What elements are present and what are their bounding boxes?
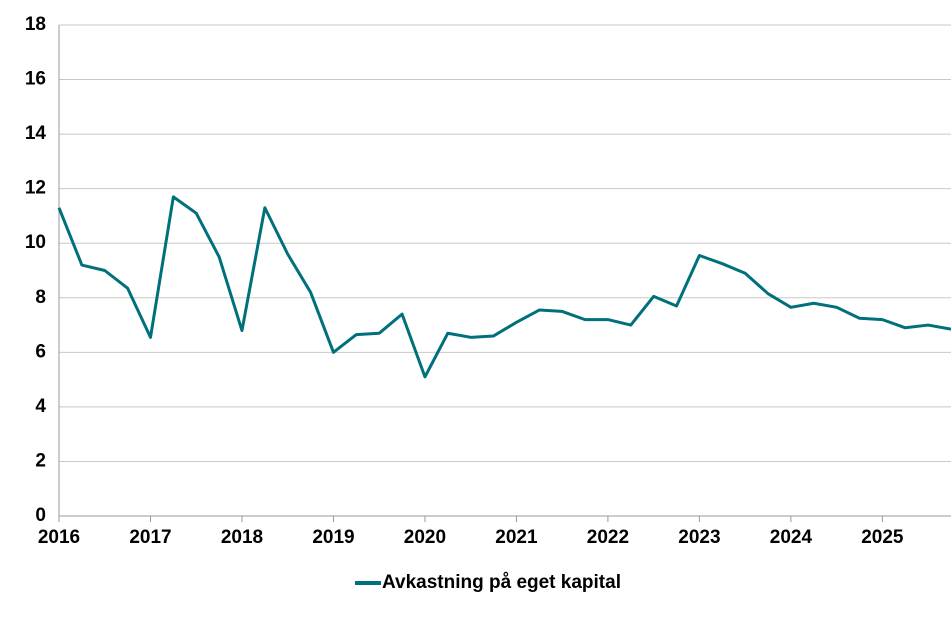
x-tick-label: 2017 [129, 527, 171, 548]
y-tick-label: 14 [25, 123, 47, 144]
y-tick-label: 18 [25, 14, 46, 35]
y-tick-label: 0 [35, 505, 46, 526]
x-tick-label: 2024 [770, 527, 813, 548]
y-tick-label: 4 [35, 396, 46, 417]
y-tick-label: 8 [35, 287, 46, 308]
x-tick-label: 2020 [404, 527, 446, 548]
x-tick-label: 2025 [861, 527, 904, 548]
legend-label: Avkastning på eget kapital [382, 572, 621, 593]
x-tick-label: 2021 [495, 527, 538, 548]
line [57, 195, 951, 379]
y-tick-label: 12 [25, 178, 46, 199]
x-tick-label: 2016 [38, 527, 80, 548]
x-tick-label: 2023 [678, 527, 720, 548]
y-tick-label: 16 [25, 69, 46, 90]
x-tick-label: 2018 [221, 527, 263, 548]
y-tick-label: 2 [35, 450, 46, 471]
x-tick-label: 2022 [587, 527, 629, 548]
y-tick-label: 6 [35, 341, 46, 362]
y-tick-label: 10 [25, 232, 46, 253]
x-tick-label: 2019 [312, 527, 354, 548]
